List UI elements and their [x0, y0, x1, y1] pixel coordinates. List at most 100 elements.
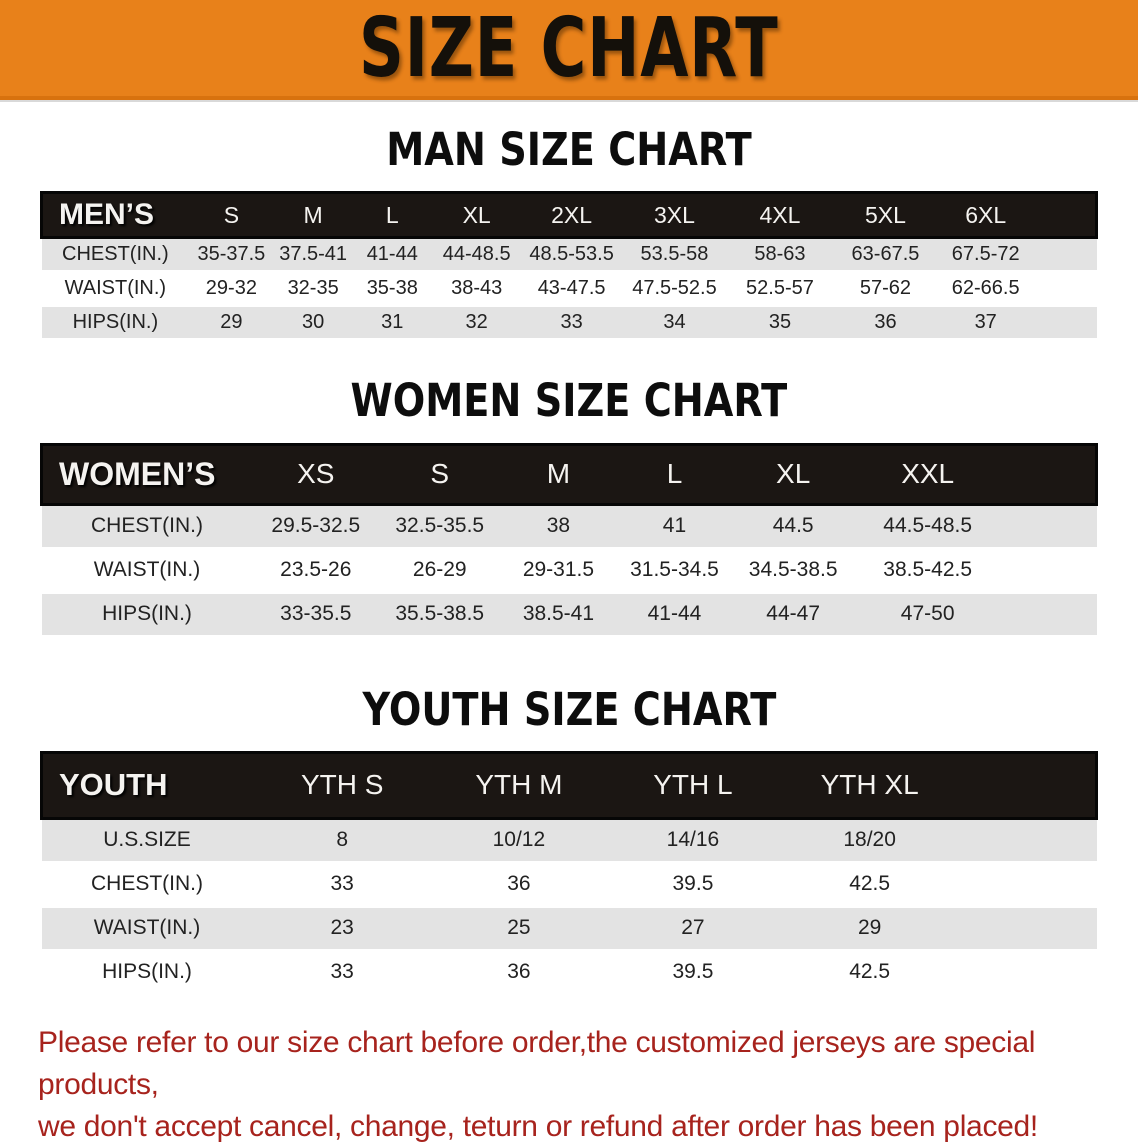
order-disclaimer-note: Please refer to our size chart before or… [38, 1022, 1100, 1148]
measurement-row: WAIST(IN.) 29-32 32-35 35-38 38-43 43-47.5 47.… [41, 271, 1097, 308]
measurement-value-cell: 35-38 [352, 271, 432, 308]
men-section-heading: MAN SIZE CHART [0, 123, 1138, 176]
measurement-value-cell: 18/20 [779, 818, 960, 864]
measurement-value-cell: 30 [273, 305, 353, 342]
measurement-value-cell: 32-35 [273, 271, 353, 308]
measurement-value-cell: 43-47.5 [521, 271, 622, 308]
measurement-value-cell: 62-66.5 [938, 271, 1034, 308]
banner-title: SIZE CHART [359, 0, 779, 96]
men-size-section: MAN SIZE CHART MEN’S S M L XL 2XL 3XL 4XL 5XL 6XL… [0, 123, 1138, 342]
youth-section-heading: YOUTH SIZE CHART [0, 682, 1138, 736]
measurement-row: CHEST(IN.) 29.5-32.5 32.5-35.5 38 41 44.5 44.5… [41, 504, 1097, 550]
men-table-header-row: MEN’S S M L XL 2XL 3XL 4XL 5XL 6XL [40, 191, 1099, 240]
size-column-header: 5XL [832, 191, 939, 240]
group-label-header: WOMEN’S [40, 442, 253, 506]
size-column-header: M [273, 191, 353, 240]
measurement-row-label: WAIST(IN.) [41, 271, 190, 308]
measurement-value-cell: 44.5-48.5 [853, 504, 1002, 550]
women-section-heading: WOMEN SIZE CHART [0, 374, 1138, 428]
measurement-value-cell: 27 [605, 906, 780, 952]
size-column-header: XS [252, 442, 380, 506]
measurement-value-cell: 36 [832, 305, 939, 342]
measurement-value-cell: 29 [779, 906, 960, 952]
size-column-header: YTH M [431, 750, 606, 820]
measurement-value-cell: 58-63 [727, 237, 833, 274]
size-column-header: YTH L [605, 750, 780, 820]
filler-header-cell [959, 750, 1099, 820]
measurement-value-cell: 67.5-72 [938, 237, 1034, 274]
size-column-header: 4XL [727, 191, 833, 240]
size-column-header: XXL [853, 442, 1002, 506]
measurement-value-cell: 48.5-53.5 [521, 237, 622, 274]
measurement-value-cell: 38 [500, 504, 617, 550]
women-table-header-row: WOMEN’S XS S M L XL XXL [40, 442, 1098, 506]
size-column-header: YTH XL [779, 750, 960, 820]
group-label-header: YOUTH [40, 750, 253, 820]
filler-cell [1033, 305, 1097, 342]
women-size-table: WOMEN’S XS S M L XL XXL CHEST(IN.) 29.5-32.5 32.… [40, 442, 1098, 638]
measurement-value-cell: 41-44 [352, 237, 432, 274]
measurement-row: HIPS(IN.) 33 36 39.5 42.5 [41, 950, 1097, 996]
measurement-row: WAIST(IN.) 23.5-26 26-29 29-31.5 31.5-34.5 34… [41, 548, 1097, 594]
size-column-header: 3XL [621, 191, 728, 240]
measurement-value-cell: 33 [521, 305, 622, 342]
measurement-value-cell: 33-35.5 [252, 592, 380, 638]
filler-cell [959, 818, 1097, 864]
measurement-value-cell: 31.5-34.5 [616, 548, 733, 594]
measurement-value-cell: 38.5-42.5 [853, 548, 1002, 594]
measurement-row: WAIST(IN.) 23 25 27 29 [41, 906, 1097, 952]
filler-header-cell [1033, 191, 1099, 240]
measurement-value-cell: 42.5 [779, 950, 960, 996]
measurement-row-label: CHEST(IN.) [41, 504, 253, 550]
measurement-row-label: CHEST(IN.) [41, 862, 253, 908]
measurement-value-cell: 26-29 [379, 548, 501, 594]
measurement-value-cell: 36 [431, 862, 606, 908]
youth-section-heading-text: YOUTH SIZE CHART [362, 682, 776, 736]
filler-cell [1001, 548, 1097, 594]
measurement-value-cell: 35-37.5 [189, 237, 274, 274]
measurement-row: U.S.SIZE 8 10/12 14/16 18/20 [41, 818, 1097, 864]
measurement-value-cell: 34.5-38.5 [732, 548, 854, 594]
measurement-value-cell: 37.5-41 [273, 237, 353, 274]
measurement-value-cell: 52.5-57 [727, 271, 833, 308]
men-section-heading-text: MAN SIZE CHART [386, 123, 752, 176]
measurement-value-cell: 29 [189, 305, 274, 342]
size-column-header: 6XL [938, 191, 1034, 240]
measurement-value-cell: 29-31.5 [500, 548, 617, 594]
size-column-header: YTH S [252, 750, 432, 820]
size-column-header: XL [732, 442, 854, 506]
size-column-header: 2XL [521, 191, 622, 240]
measurement-value-cell: 39.5 [605, 862, 780, 908]
measurement-value-cell: 31 [352, 305, 432, 342]
measurement-value-cell: 47.5-52.5 [621, 271, 728, 308]
women-size-section: WOMEN SIZE CHART WOMEN’S XS S M L XL XXL CHEST… [0, 374, 1138, 638]
measurement-value-cell: 29.5-32.5 [252, 504, 380, 550]
measurement-value-cell: 63-67.5 [832, 237, 939, 274]
size-column-header: XL [431, 191, 522, 240]
men-size-table: MEN’S S M L XL 2XL 3XL 4XL 5XL 6XL CHEST(IN.) 35-3… [40, 191, 1099, 342]
measurement-value-cell: 57-62 [832, 271, 939, 308]
measurement-value-cell: 36 [431, 950, 606, 996]
disclaimer-line-1: Please refer to our size chart before or… [38, 1025, 1036, 1101]
women-section-heading-text: WOMEN SIZE CHART [350, 374, 788, 428]
measurement-value-cell: 41 [616, 504, 733, 550]
measurement-row: HIPS(IN.) 33-35.5 35.5-38.5 38.5-41 41-44 44-… [41, 592, 1097, 638]
measurement-value-cell: 44-48.5 [431, 237, 522, 274]
measurement-value-cell: 33 [252, 862, 432, 908]
measurement-value-cell: 32.5-35.5 [379, 504, 501, 550]
size-column-header: L [616, 442, 733, 506]
youth-table-header-row: YOUTH YTH S YTH M YTH L YTH XL [40, 750, 1099, 820]
measurement-value-cell: 38-43 [431, 271, 522, 308]
filler-cell [1033, 271, 1097, 308]
measurement-row-label: HIPS(IN.) [41, 592, 253, 638]
filler-cell [959, 862, 1097, 908]
measurement-value-cell: 42.5 [779, 862, 960, 908]
measurement-row: CHEST(IN.) 35-37.5 37.5-41 41-44 44-48.5 48.5… [41, 237, 1097, 274]
filler-cell [1033, 237, 1097, 274]
youth-size-section: YOUTH SIZE CHART YOUTH YTH S YTH M YTH L YTH… [0, 682, 1138, 996]
measurement-value-cell: 33 [252, 950, 432, 996]
youth-size-table: YOUTH YTH S YTH M YTH L YTH XL U.S.SIZE 8 10/1… [40, 750, 1099, 996]
measurement-value-cell: 8 [252, 818, 432, 864]
measurement-value-cell: 14/16 [605, 818, 780, 864]
group-label-header: MEN’S [40, 191, 190, 240]
